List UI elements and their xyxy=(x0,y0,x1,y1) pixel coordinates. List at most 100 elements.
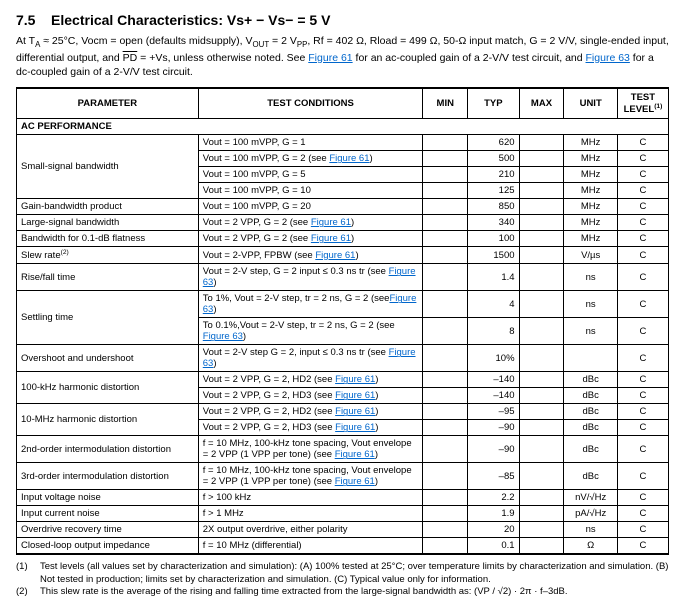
cell-conditions: f = 10 MHz, 100-kHz tone spacing, Vout e… xyxy=(198,436,423,463)
cell-max xyxy=(519,372,564,388)
cell-min xyxy=(423,231,468,247)
table-section-label: AC PERFORMANCE xyxy=(17,119,669,135)
cell-parameter: Input current noise xyxy=(17,506,199,522)
cell-typ: 4 xyxy=(468,291,519,318)
cell-unit: MHz xyxy=(564,231,617,247)
cell-parameter: Small-signal bandwidth xyxy=(17,135,199,199)
cell-typ: 1500 xyxy=(468,247,519,264)
cell-test-level: C xyxy=(617,291,668,318)
link-figure[interactable]: Figure 61 xyxy=(335,374,375,385)
cell-min xyxy=(423,199,468,215)
th-parameter: PARAMETER xyxy=(17,88,199,119)
cell-max xyxy=(519,151,564,167)
intro-paragraph: At TA ≈ 25°C, Vocm = open (defaults mids… xyxy=(16,34,669,79)
link-figure[interactable]: Figure 63 xyxy=(203,331,243,342)
cell-typ: –95 xyxy=(468,404,519,420)
cell-typ: 620 xyxy=(468,135,519,151)
table-row: 100-kHz harmonic distortionVout = 2 VPP,… xyxy=(17,372,669,388)
table-row: Slew rate(2)Vout = 2-VPP, FPBW (see Figu… xyxy=(17,247,669,264)
cell-max xyxy=(519,318,564,345)
cell-min xyxy=(423,388,468,404)
cell-max xyxy=(519,345,564,372)
link-figure[interactable]: Figure 61 xyxy=(335,406,375,417)
cell-conditions: Vout = 2 VPP, G = 2 (see Figure 61) xyxy=(198,215,423,231)
cell-conditions: To 1%, Vout = 2-V step, tr = 2 ns, G = 2… xyxy=(198,291,423,318)
table-row: Gain-bandwidth productVout = 100 mVPP, G… xyxy=(17,199,669,215)
cell-max xyxy=(519,135,564,151)
cell-max xyxy=(519,463,564,490)
cell-conditions: Vout = 2-VPP, FPBW (see Figure 61) xyxy=(198,247,423,264)
cell-typ: 125 xyxy=(468,183,519,199)
cell-unit: dBc xyxy=(564,436,617,463)
cell-test-level: C xyxy=(617,151,668,167)
link-figure[interactable]: Figure 61 xyxy=(335,449,375,460)
cell-max xyxy=(519,420,564,436)
th-unit: UNIT xyxy=(564,88,617,119)
cell-min xyxy=(423,463,468,490)
cell-conditions: Vout = 100 mVPP, G = 10 xyxy=(198,183,423,199)
cell-parameter: 3rd-order intermodulation distortion xyxy=(17,463,199,490)
section-title-text: Electrical Characteristics: Vs+ − Vs− = … xyxy=(51,12,330,28)
link-figure[interactable]: Figure 61 xyxy=(315,250,355,261)
cell-conditions: Vout = 2-V step, G = 2 input ≤ 0.3 ns tr… xyxy=(198,264,423,291)
cell-test-level: C xyxy=(617,231,668,247)
link-figure[interactable]: Figure 63 xyxy=(203,347,416,369)
link-figure[interactable]: Figure 61 xyxy=(311,217,351,228)
cell-test-level: C xyxy=(617,436,668,463)
link-figure[interactable]: Figure 63 xyxy=(203,293,417,315)
table-row: 10-MHz harmonic distortionVout = 2 VPP, … xyxy=(17,404,669,420)
intro-text: = 2 V xyxy=(269,35,297,47)
cell-min xyxy=(423,167,468,183)
table-row: Large-signal bandwidthVout = 2 VPP, G = … xyxy=(17,215,669,231)
link-figure[interactable]: Figure 63 xyxy=(203,266,416,288)
cell-test-level: C xyxy=(617,506,668,522)
section-heading: 7.5 Electrical Characteristics: Vs+ − Vs… xyxy=(16,12,669,28)
cell-typ: 850 xyxy=(468,199,519,215)
link-figure[interactable]: Figure 61 xyxy=(335,476,375,487)
cell-typ: 20 xyxy=(468,522,519,538)
cell-min xyxy=(423,404,468,420)
table-row: Small-signal bandwidthVout = 100 mVPP, G… xyxy=(17,135,669,151)
cell-test-level: C xyxy=(617,404,668,420)
cell-parameter: Closed-loop output impedance xyxy=(17,538,199,555)
cell-typ: –90 xyxy=(468,436,519,463)
cell-unit xyxy=(564,345,617,372)
cell-min xyxy=(423,264,468,291)
cell-min xyxy=(423,436,468,463)
cell-max xyxy=(519,183,564,199)
cell-min xyxy=(423,372,468,388)
cell-typ: 8 xyxy=(468,318,519,345)
cell-max xyxy=(519,522,564,538)
th-typ: TYP xyxy=(468,88,519,119)
cell-unit: dBc xyxy=(564,388,617,404)
cell-typ: –140 xyxy=(468,388,519,404)
cell-parameter: Overshoot and undershoot xyxy=(17,345,199,372)
cell-unit: Ω xyxy=(564,538,617,555)
footnote-index: (1) xyxy=(16,561,40,586)
cell-parameter: 2nd-order intermodulation distortion xyxy=(17,436,199,463)
cell-max xyxy=(519,404,564,420)
cell-min xyxy=(423,183,468,199)
link-figure-61[interactable]: Figure 61 xyxy=(308,52,352,64)
cell-parameter: Settling time xyxy=(17,291,199,345)
th-min: MIN xyxy=(423,88,468,119)
table-row: Closed-loop output impedancef = 10 MHz (… xyxy=(17,538,669,555)
table-row: Overshoot and undershootVout = 2-V step … xyxy=(17,345,669,372)
th-level: TEST LEVEL(1) xyxy=(617,88,668,119)
link-figure-63[interactable]: Figure 63 xyxy=(586,52,630,64)
cell-unit: ns xyxy=(564,264,617,291)
cell-unit: dBc xyxy=(564,404,617,420)
table-row: Input current noisef > 1 MHz1.9pA/√HzC xyxy=(17,506,669,522)
link-figure[interactable]: Figure 61 xyxy=(311,233,351,244)
cell-typ: 1.4 xyxy=(468,264,519,291)
cell-test-level: C xyxy=(617,183,668,199)
cell-max xyxy=(519,247,564,264)
th-level-sup: (1) xyxy=(654,103,662,110)
cell-test-level: C xyxy=(617,215,668,231)
cell-test-level: C xyxy=(617,538,668,555)
link-figure[interactable]: Figure 61 xyxy=(329,153,369,164)
link-figure[interactable]: Figure 61 xyxy=(335,390,375,401)
link-figure[interactable]: Figure 61 xyxy=(335,422,375,433)
cell-conditions: Vout = 100 mVPP, G = 20 xyxy=(198,199,423,215)
cell-min xyxy=(423,291,468,318)
